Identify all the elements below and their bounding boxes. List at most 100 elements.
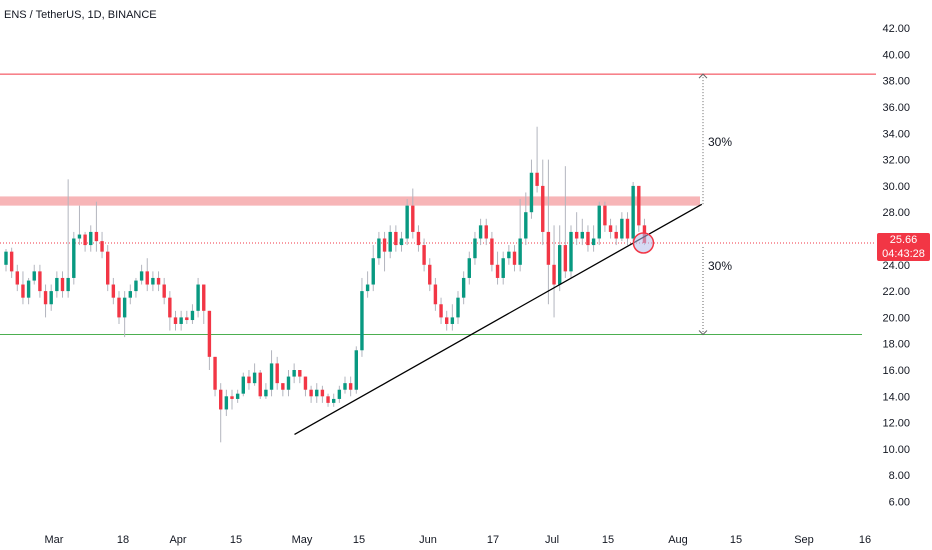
candle-body[interactable]: [179, 317, 183, 324]
candle-body[interactable]: [507, 251, 511, 259]
candle-body[interactable]: [541, 185, 545, 232]
candle-body[interactable]: [252, 372, 257, 384]
candle-body[interactable]: [196, 284, 200, 311]
candle-body[interactable]: [207, 310, 212, 357]
candle-body[interactable]: [49, 291, 53, 305]
candle-body[interactable]: [9, 251, 14, 272]
candle-body[interactable]: [569, 231, 573, 272]
candle-body[interactable]: [4, 251, 8, 265]
candle-body[interactable]: [332, 398, 336, 403]
candle-body[interactable]: [72, 238, 76, 278]
candle-body[interactable]: [580, 231, 584, 239]
candle-body[interactable]: [614, 231, 618, 239]
candle-body[interactable]: [309, 389, 313, 397]
candle-body[interactable]: [173, 317, 178, 324]
candle-body[interactable]: [224, 396, 229, 410]
candle-body[interactable]: [43, 291, 48, 305]
candle-body[interactable]: [162, 284, 166, 298]
candle-body[interactable]: [185, 317, 189, 321]
candle-body[interactable]: [247, 376, 251, 384]
candle-body[interactable]: [625, 218, 630, 239]
candle-body[interactable]: [518, 238, 522, 265]
candle-body[interactable]: [15, 271, 19, 285]
candle-body[interactable]: [608, 225, 613, 232]
candle-body[interactable]: [546, 231, 551, 265]
candle-body[interactable]: [100, 241, 104, 252]
candle-body[interactable]: [26, 280, 31, 298]
candle-body[interactable]: [416, 231, 421, 246]
candle-body[interactable]: [399, 238, 404, 246]
candle-body[interactable]: [388, 231, 392, 252]
candle-body[interactable]: [439, 304, 443, 318]
candle-body[interactable]: [230, 396, 234, 399]
candle-body[interactable]: [111, 284, 116, 298]
candle-body[interactable]: [213, 356, 217, 390]
candle-body[interactable]: [586, 231, 590, 246]
candle-body[interactable]: [258, 372, 262, 397]
candle-body[interactable]: [456, 297, 460, 318]
candle-body[interactable]: [134, 280, 138, 292]
candle-body[interactable]: [264, 389, 268, 397]
candle-body[interactable]: [371, 258, 375, 285]
candle-body[interactable]: [303, 376, 308, 390]
candle-body[interactable]: [597, 205, 601, 239]
candle-body[interactable]: [490, 238, 494, 265]
candle-body[interactable]: [445, 317, 449, 324]
candle-body[interactable]: [377, 238, 381, 259]
candle-body[interactable]: [202, 284, 206, 311]
candle-body[interactable]: [411, 205, 415, 232]
candle-body[interactable]: [354, 350, 358, 390]
candle-body[interactable]: [428, 264, 432, 285]
candle-body[interactable]: [151, 277, 155, 285]
candle-body[interactable]: [365, 284, 370, 292]
candle-body[interactable]: [21, 284, 25, 298]
candle-body[interactable]: [139, 271, 144, 281]
candle-body[interactable]: [382, 238, 387, 252]
candle-body[interactable]: [337, 389, 342, 399]
candle-body[interactable]: [286, 376, 291, 390]
candle-body[interactable]: [637, 185, 641, 226]
candle-body[interactable]: [529, 172, 534, 213]
candle-body[interactable]: [60, 277, 65, 292]
candle-body[interactable]: [512, 251, 517, 265]
candle-body[interactable]: [241, 376, 245, 394]
candle-body[interactable]: [89, 231, 93, 246]
candle-body[interactable]: [94, 231, 99, 242]
candle-body[interactable]: [450, 317, 455, 324]
candle-body[interactable]: [269, 363, 274, 390]
candle-body[interactable]: [315, 389, 319, 397]
candle-body[interactable]: [631, 185, 635, 239]
candle-body[interactable]: [558, 245, 562, 285]
candle-body[interactable]: [461, 277, 466, 298]
candle-body[interactable]: [484, 225, 488, 239]
candle-body[interactable]: [394, 231, 398, 246]
candle-body[interactable]: [501, 258, 505, 278]
candle-body[interactable]: [281, 383, 285, 390]
candle-body[interactable]: [574, 231, 579, 239]
candle-body[interactable]: [83, 234, 87, 246]
candle-body[interactable]: [145, 271, 149, 285]
candle-body[interactable]: [326, 396, 330, 403]
candle-body[interactable]: [128, 291, 132, 298]
candle-body[interactable]: [219, 389, 223, 410]
candle-body[interactable]: [190, 310, 195, 321]
candle-body[interactable]: [348, 383, 353, 390]
candle-body[interactable]: [55, 277, 59, 292]
candle-body[interactable]: [106, 251, 110, 285]
candle-body[interactable]: [360, 291, 364, 351]
candle-body[interactable]: [66, 277, 70, 292]
candle-body[interactable]: [122, 297, 127, 318]
candle-body[interactable]: [168, 297, 172, 318]
candle-body[interactable]: [591, 238, 596, 246]
candle-body[interactable]: [433, 284, 438, 305]
candle-body[interactable]: [603, 205, 607, 226]
candle-body[interactable]: [292, 370, 296, 377]
candle-body[interactable]: [117, 297, 121, 318]
candle-body[interactable]: [473, 238, 477, 259]
candle-body[interactable]: [343, 383, 347, 390]
candle-body[interactable]: [524, 212, 528, 239]
candle-body[interactable]: [405, 205, 409, 239]
candle-body[interactable]: [156, 277, 161, 285]
candle-body[interactable]: [235, 393, 240, 399]
